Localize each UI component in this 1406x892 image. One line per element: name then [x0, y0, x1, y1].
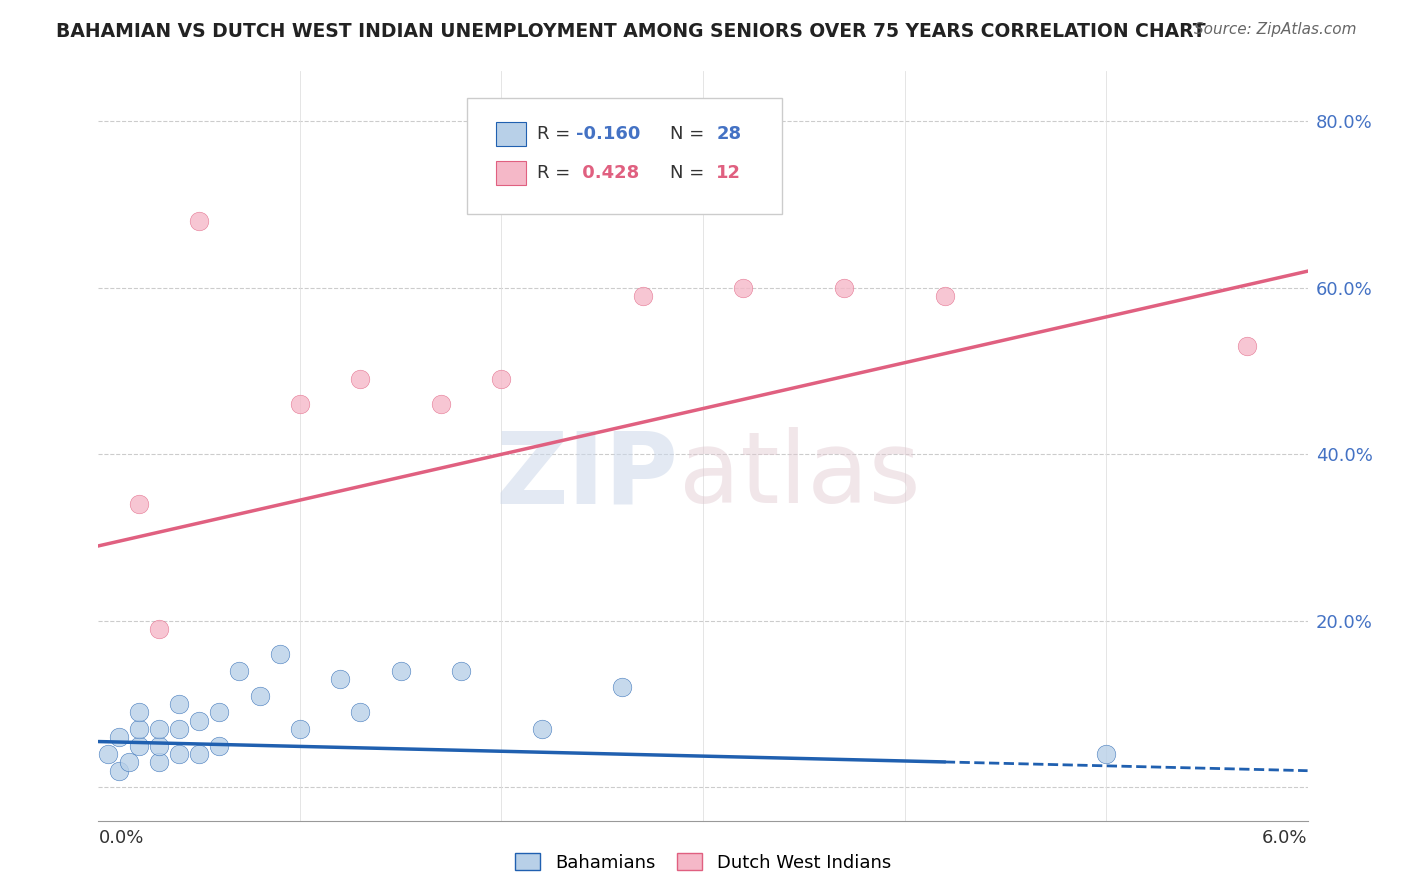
- Point: [228, 664, 250, 678]
- Point: [148, 756, 170, 770]
- Point: [430, 397, 453, 411]
- Point: [269, 647, 291, 661]
- Point: [208, 739, 231, 753]
- Text: 0.0%: 0.0%: [98, 829, 143, 847]
- Point: [733, 281, 755, 295]
- Bar: [496, 121, 526, 145]
- Point: [128, 722, 150, 736]
- Text: N =: N =: [671, 125, 710, 143]
- Point: [107, 764, 129, 778]
- Point: [128, 497, 150, 511]
- Text: N =: N =: [671, 163, 710, 181]
- Point: [934, 289, 956, 303]
- Text: 0.428: 0.428: [576, 163, 640, 181]
- Point: [118, 756, 141, 770]
- FancyBboxPatch shape: [467, 97, 782, 214]
- Point: [188, 214, 211, 228]
- Point: [329, 672, 352, 686]
- Point: [148, 722, 170, 736]
- Text: 6.0%: 6.0%: [1263, 829, 1308, 847]
- Text: BAHAMIAN VS DUTCH WEST INDIAN UNEMPLOYMENT AMONG SENIORS OVER 75 YEARS CORRELATI: BAHAMIAN VS DUTCH WEST INDIAN UNEMPLOYME…: [56, 22, 1206, 41]
- Point: [288, 397, 311, 411]
- Text: ZIP: ZIP: [496, 427, 679, 524]
- Point: [349, 372, 371, 386]
- Point: [208, 706, 231, 720]
- Text: atlas: atlas: [679, 427, 921, 524]
- Text: 28: 28: [716, 125, 741, 143]
- Point: [167, 747, 190, 761]
- Point: [1095, 747, 1118, 761]
- Point: [167, 697, 190, 711]
- Point: [188, 714, 211, 728]
- Point: [450, 664, 472, 678]
- Point: [612, 681, 634, 695]
- Point: [530, 722, 553, 736]
- Point: [491, 372, 513, 386]
- Legend: Bahamians, Dutch West Indians: Bahamians, Dutch West Indians: [508, 846, 898, 879]
- Point: [249, 689, 271, 703]
- Point: [832, 281, 855, 295]
- Text: -0.160: -0.160: [576, 125, 640, 143]
- Point: [167, 722, 190, 736]
- Point: [107, 731, 129, 745]
- Text: R =: R =: [537, 125, 576, 143]
- Point: [1236, 339, 1258, 353]
- Point: [148, 622, 170, 636]
- Point: [128, 739, 150, 753]
- Point: [148, 739, 170, 753]
- Text: 12: 12: [716, 163, 741, 181]
- Point: [349, 706, 371, 720]
- Point: [631, 289, 654, 303]
- Point: [128, 706, 150, 720]
- Text: R =: R =: [537, 163, 576, 181]
- Point: [389, 664, 412, 678]
- Point: [288, 722, 311, 736]
- Point: [97, 747, 120, 761]
- Point: [188, 747, 211, 761]
- Bar: [496, 161, 526, 185]
- Text: Source: ZipAtlas.com: Source: ZipAtlas.com: [1194, 22, 1357, 37]
